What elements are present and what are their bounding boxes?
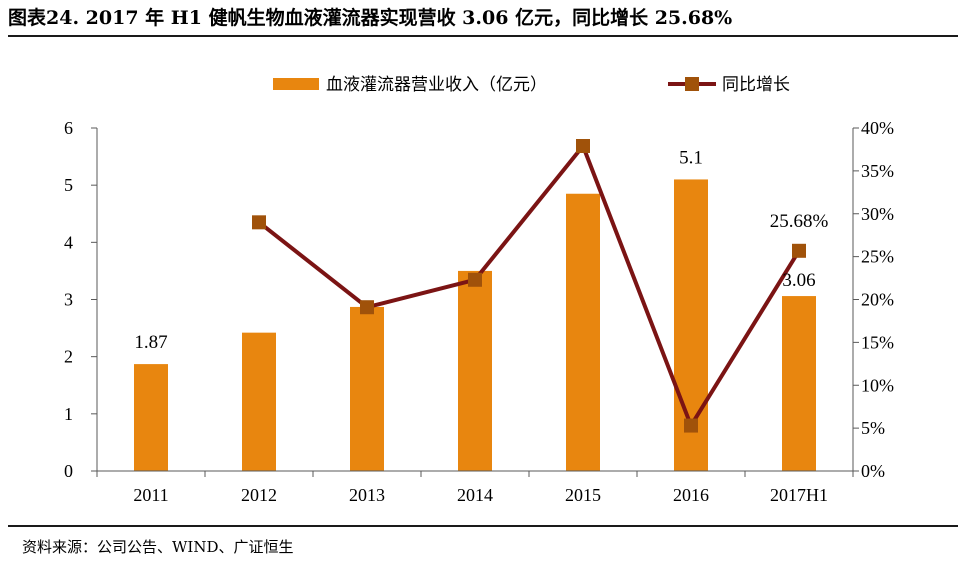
left-tick-label: 0 — [64, 461, 73, 481]
right-tick-label: 30% — [861, 204, 894, 224]
right-tick-label: 5% — [861, 418, 885, 438]
source-note: 资料来源：公司公告、WIND、广证恒生 — [22, 538, 294, 556]
bar-2014 — [458, 270, 492, 471]
legend-swatch-revenue — [273, 78, 319, 90]
growth-marker-2016 — [684, 418, 698, 433]
left-tick-label: 1 — [64, 404, 73, 424]
growth-marker-2014 — [468, 272, 482, 287]
bar-2013 — [350, 306, 384, 471]
x-tick-label-2017H1: 2017H1 — [770, 485, 828, 505]
bar-label-2011: 1.87 — [134, 332, 167, 353]
left-tick-label: 4 — [64, 232, 73, 252]
title-divider — [8, 35, 958, 37]
x-tick-label-2014: 2014 — [457, 485, 493, 505]
bar-2017H1 — [782, 296, 816, 471]
growth-marker-2017H1 — [792, 243, 806, 258]
left-tick-label: 3 — [64, 290, 73, 310]
x-tick-label-2015: 2015 — [565, 485, 601, 505]
growth-marker-2015 — [576, 139, 590, 154]
growth-line — [252, 139, 806, 433]
legend: 血液灌流器营业收入（亿元） 同比增长 — [273, 75, 790, 94]
x-tick-label-2011: 2011 — [133, 485, 168, 505]
x-tick-label-2013: 2013 — [349, 485, 385, 505]
left-tick-label: 6 — [64, 118, 73, 138]
growth-marker-2013 — [360, 300, 374, 315]
bar-2015 — [566, 193, 600, 471]
left-tick-label: 5 — [64, 175, 73, 195]
growth-marker-2012 — [252, 215, 266, 230]
growth-label-2017H1: 25.68% — [770, 211, 829, 232]
chart-title: 图表24. 2017 年 H1 健帆生物血液灌流器实现营收 3.06 亿元，同比… — [8, 7, 733, 29]
growth-line-path — [257, 144, 801, 428]
bars — [134, 179, 816, 471]
right-tick-label: 40% — [861, 118, 894, 138]
bar-label-2016: 5.1 — [679, 147, 703, 168]
x-tick-label-2016: 2016 — [673, 485, 709, 505]
source-divider — [8, 525, 958, 527]
legend-label-growth: 同比增长 — [722, 75, 790, 94]
axes: 0 1 2 3 4 5 6 0% 5% 10% 15% 20% 25% 30% 35% 40% 2011 2012… — [64, 118, 894, 505]
bar-2012 — [242, 332, 276, 471]
left-tick-label: 2 — [64, 347, 73, 367]
right-tick-label: 25% — [861, 247, 894, 267]
x-tick-label-2012: 2012 — [241, 485, 277, 505]
data-labels: 1.87 5.1 3.06 25.68% — [134, 147, 828, 353]
right-tick-label: 35% — [861, 161, 894, 181]
right-tick-label: 10% — [861, 375, 894, 395]
bar-2011 — [134, 364, 168, 471]
legend-label-revenue: 血液灌流器营业收入（亿元） — [326, 75, 547, 94]
right-tick-label: 20% — [861, 290, 894, 310]
legend-marker-growth — [685, 77, 699, 91]
right-tick-label: 15% — [861, 332, 894, 352]
bar-label-2017H1: 3.06 — [782, 270, 815, 291]
right-tick-label: 0% — [861, 461, 885, 481]
